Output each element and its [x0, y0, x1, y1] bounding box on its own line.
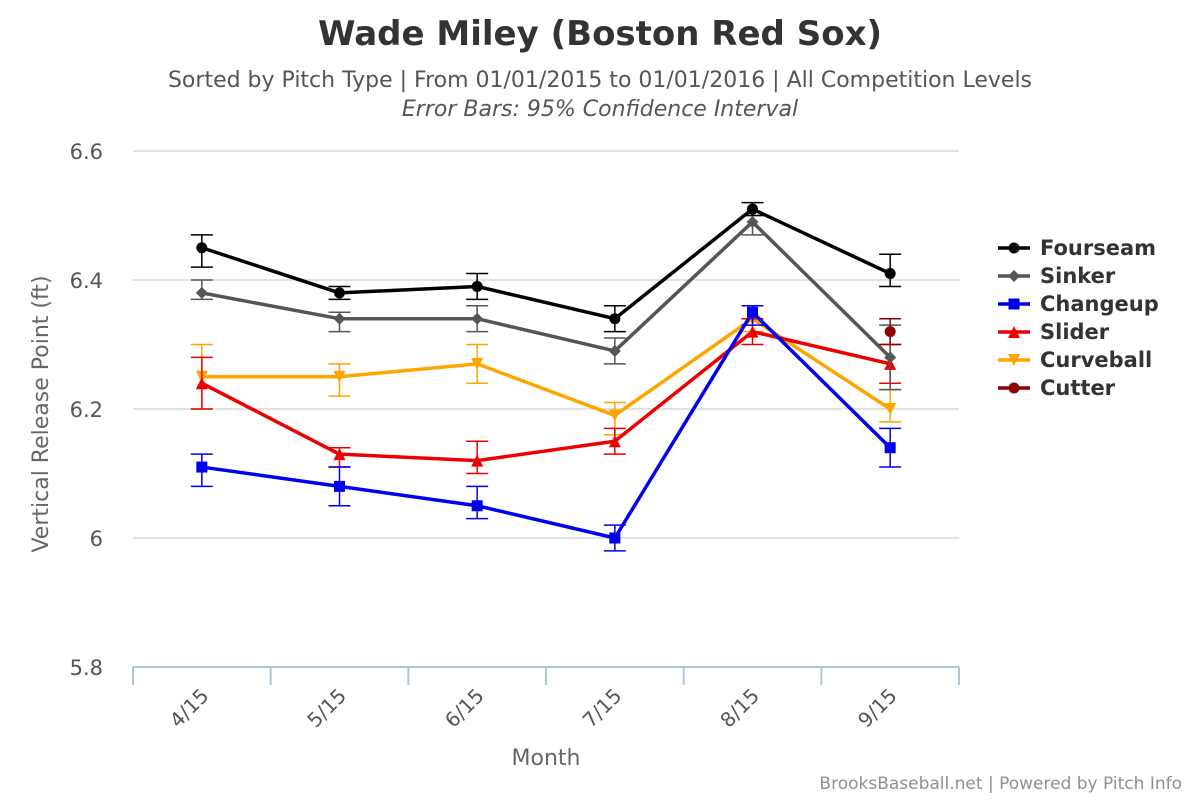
x-axis-title: Month	[512, 746, 581, 771]
data-point-slider	[333, 448, 346, 461]
data-point-slider	[608, 435, 621, 448]
data-point-sinker	[884, 351, 897, 364]
legend-label-fourseam: Fourseam	[1040, 236, 1157, 260]
legend-symbol-fourseam	[998, 242, 1030, 254]
data-point-sinker	[746, 215, 759, 228]
data-point-changeup	[196, 461, 208, 473]
legend-label-slider: Slider	[1040, 320, 1110, 344]
legend-item-curveball[interactable]: Curveball	[996, 346, 1159, 374]
data-point-fourseam	[747, 203, 758, 215]
legend-item-changeup[interactable]: Changeup	[996, 290, 1159, 318]
data-point-cutter	[884, 326, 896, 338]
data-point-changeup	[609, 532, 621, 544]
chart-subtitle-error-bars: Error Bars: 95% Confidence Interval	[401, 97, 799, 122]
data-point-curveball	[333, 370, 346, 383]
series-line-changeup	[201, 310, 892, 540]
y-tick-label: 6.4	[70, 269, 103, 293]
series-slider	[190, 317, 902, 475]
y-tick-label: 6.2	[70, 398, 103, 422]
x-tick-label: 9/15	[853, 684, 902, 733]
series-sinker	[190, 214, 902, 391]
legend-symbol-slider	[998, 326, 1030, 338]
data-point-sinker	[333, 312, 346, 325]
y-tick-label: 6.6	[70, 140, 103, 164]
legend-symbol-sinker	[998, 270, 1030, 282]
data-point-fourseam	[196, 242, 208, 254]
data-point-curveball	[608, 409, 621, 422]
series-line-sinker	[201, 220, 892, 359]
x-tick-label: 8/15	[715, 684, 764, 733]
x-tick-label: 4/15	[165, 684, 214, 733]
x-tick-label: 7/15	[578, 684, 627, 733]
legend-marker-sinker	[1008, 270, 1020, 282]
legend-label-curveball: Curveball	[1040, 348, 1153, 372]
series-line-slider	[201, 329, 891, 463]
data-point-changeup	[747, 306, 758, 318]
y-axis-title: Vertical Release Point (ft)	[29, 275, 54, 552]
legend-item-fourseam[interactable]: Fourseam	[996, 234, 1159, 262]
data-point-sinker	[195, 286, 208, 299]
data-point-curveball	[471, 357, 484, 370]
data-point-fourseam	[334, 287, 345, 299]
legend-symbol-changeup	[998, 298, 1030, 310]
series-fourseam	[190, 201, 902, 333]
legend-marker-curveball	[1008, 354, 1020, 366]
chart-subtitle: Sorted by Pitch Type | From 01/01/2015 t…	[167, 68, 1033, 93]
data-point-sinker	[471, 312, 484, 325]
x-tick-label: 5/15	[302, 684, 351, 733]
series-line-fourseam	[201, 207, 891, 321]
legend-marker-slider	[1008, 326, 1020, 338]
data-point-fourseam	[884, 268, 896, 280]
series-changeup	[190, 305, 902, 552]
data-point-fourseam	[609, 313, 621, 325]
credits-text[interactable]: BrooksBaseball.net | Powered by Pitch In…	[819, 774, 1182, 794]
data-point-slider	[471, 454, 484, 467]
y-tick-label: 6	[90, 527, 103, 551]
legend-marker-cutter	[1008, 382, 1020, 394]
legend-item-sinker[interactable]: Sinker	[996, 262, 1159, 290]
legend-label-sinker: Sinker	[1040, 264, 1116, 288]
legend-symbol-curveball	[998, 354, 1030, 366]
legend-marker-fourseam	[1008, 242, 1020, 254]
series-curveball	[190, 305, 902, 436]
chart-legend: Fourseam Sinker Changeup Slider Curveball Cut…	[996, 234, 1159, 402]
legend-label-changeup: Changeup	[1040, 292, 1159, 316]
y-tick-label: 5.8	[70, 656, 103, 680]
series-cutter	[879, 317, 902, 346]
data-point-fourseam	[471, 280, 483, 292]
legend-label-cutter: Cutter	[1040, 376, 1116, 400]
data-point-changeup	[471, 500, 483, 512]
data-point-slider	[195, 377, 208, 390]
data-point-changeup	[884, 442, 896, 454]
legend-item-slider[interactable]: Slider	[996, 318, 1159, 346]
data-point-curveball	[884, 403, 897, 415]
x-tick-label: 6/15	[440, 684, 489, 733]
data-point-sinker	[608, 344, 621, 357]
legend-symbol-cutter	[998, 382, 1030, 394]
data-point-slider	[746, 325, 759, 338]
legend-marker-changeup	[1008, 298, 1020, 310]
legend-item-cutter[interactable]: Cutter	[996, 374, 1159, 402]
data-point-changeup	[334, 480, 345, 492]
chart-title: Wade Miley (Boston Red Sox)	[317, 14, 883, 54]
